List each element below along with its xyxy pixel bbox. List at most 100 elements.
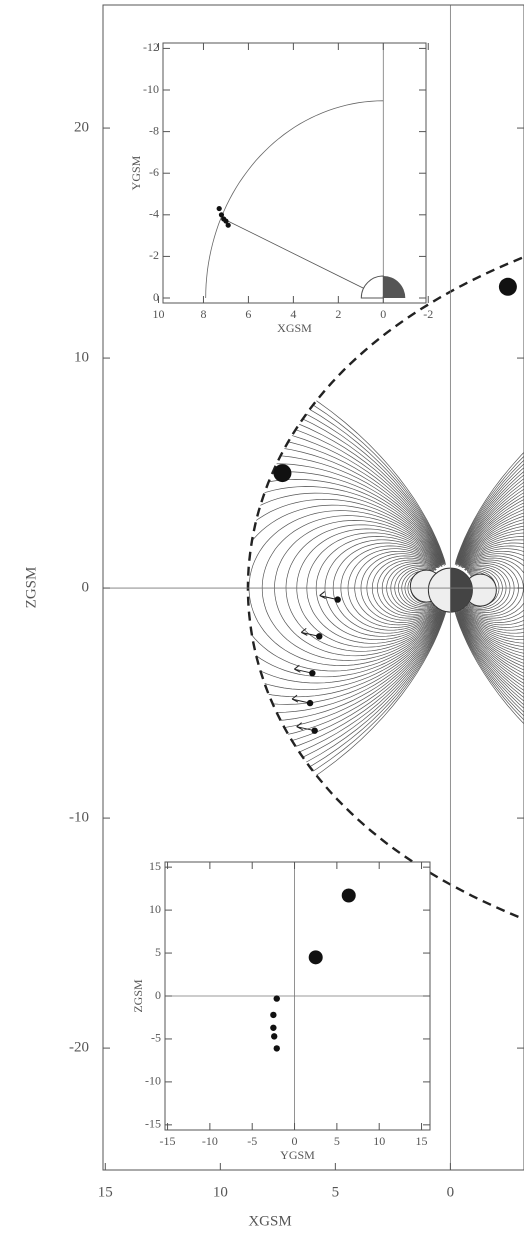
y-tick-label: 0 [155, 988, 161, 1002]
field-line [285, 524, 442, 652]
field-line [394, 566, 436, 610]
field-line [459, 536, 524, 641]
field-line [459, 528, 524, 648]
data-point [306, 699, 314, 707]
field-line [247, 435, 446, 741]
field-line [464, 564, 511, 612]
field-line [247, 373, 446, 803]
field-line [247, 498, 444, 678]
field-line [274, 520, 442, 657]
field-line [347, 548, 439, 628]
field-line [463, 557, 524, 619]
x-tick-label: -5 [247, 1134, 257, 1148]
field-line [462, 555, 524, 621]
data-point [216, 205, 222, 212]
earth-night [450, 568, 473, 613]
field-line [247, 471, 444, 705]
y-tick-label: 5 [155, 945, 161, 959]
x-tick-label: -2 [423, 307, 433, 321]
field-line [457, 498, 524, 678]
field-line [315, 536, 442, 641]
y-axis-label: YGSM [129, 155, 143, 190]
data-point [273, 464, 292, 483]
field-line [461, 550, 524, 626]
x-axis-label: XGSM [277, 321, 312, 335]
x-tick-label: 10 [213, 1184, 228, 1200]
field-line [390, 564, 437, 612]
y-tick-label: -15 [145, 1117, 161, 1131]
x-tick-label: 0 [292, 1134, 298, 1148]
y-tick-label: 0 [153, 290, 159, 304]
x-tick-label: -15 [160, 1134, 176, 1148]
data-point [273, 1045, 280, 1052]
x-tick-label: 0 [447, 1184, 455, 1200]
y-tick-label: 10 [74, 350, 89, 366]
magnetopause-arc [205, 100, 384, 299]
data-point [218, 212, 225, 218]
x-axis-label: XGSM [248, 1213, 291, 1229]
field-line [247, 445, 445, 731]
field-line [306, 532, 441, 644]
x-tick-label: 5 [334, 1134, 340, 1148]
x-tick-label: 4 [290, 307, 296, 321]
field-line [324, 539, 441, 637]
plot-frame [102, 4, 524, 1171]
field-line [247, 479, 444, 698]
sight-line [223, 218, 384, 299]
data-point [341, 888, 356, 903]
data-point [498, 277, 517, 296]
field-line [247, 463, 445, 713]
y-tick-label: -10 [69, 810, 89, 826]
data-point [270, 1011, 277, 1019]
y-tick-label: -8 [149, 123, 159, 137]
inset-background [163, 43, 426, 303]
data-point [225, 222, 231, 228]
data-point [270, 1024, 277, 1031]
x-tick-label: 10 [373, 1134, 385, 1148]
x-tick-label: 2 [335, 307, 341, 321]
field-line [332, 542, 441, 634]
field-line [464, 563, 515, 613]
field-line [247, 424, 445, 752]
x-tick-label: 10 [153, 307, 165, 321]
y-tick-label: 10 [149, 902, 161, 916]
field-line [458, 510, 524, 666]
inset-plot: -15 -10 -5 0 5 10 15 15 10 5 0 -5 -10 -15 YGSM ZGSM [131, 859, 431, 1162]
field-line [461, 553, 524, 623]
data-point [223, 218, 229, 224]
field-line [458, 515, 524, 661]
data-point [311, 727, 318, 734]
y-tick-label: -6 [149, 165, 159, 179]
field-line [261, 515, 443, 661]
field-line [386, 563, 437, 613]
y-tick-label: -10 [145, 1074, 161, 1088]
field-line [458, 504, 524, 672]
y-tick-label: -2 [149, 248, 159, 262]
x-tick-label: 15 [98, 1184, 113, 1200]
field-line [461, 548, 524, 628]
field-line [460, 539, 524, 637]
x-axis-label: YGSM [280, 1148, 315, 1162]
field-line [247, 486, 444, 691]
y-axis-label: ZGSM [131, 979, 145, 1013]
field-line [247, 400, 446, 776]
field-line [458, 524, 524, 652]
data-point [271, 1033, 278, 1040]
data-point [273, 995, 280, 1002]
field-line [247, 413, 445, 763]
y-tick-label: -10 [143, 82, 159, 96]
y-tick-label: -4 [149, 207, 159, 221]
y-tick-label: -12 [143, 40, 159, 54]
y-tick-label: 20 [74, 119, 89, 135]
field-line [247, 504, 443, 672]
y-axis-label: ZGSM [23, 567, 39, 609]
data-point [334, 596, 341, 603]
field-line [460, 545, 524, 631]
data-point [316, 633, 323, 640]
data-point [308, 950, 323, 965]
field-line [465, 566, 507, 610]
x-tick-label: 0 [380, 307, 386, 321]
inset-plot: 10 8 6 4 2 0 -2 0 -2 -4 -6 -8 -10 -12 XGSM YGSM [129, 40, 433, 335]
field-line [460, 542, 524, 634]
